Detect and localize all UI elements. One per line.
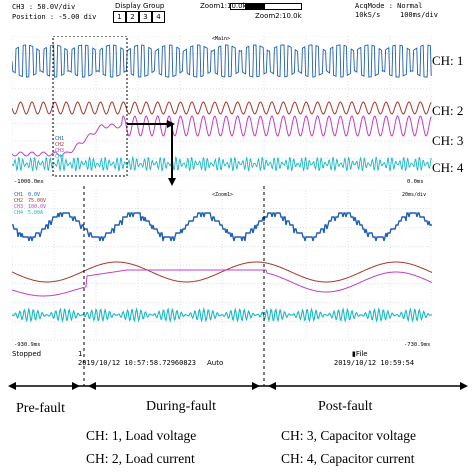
legend-ch3: CH: 3, Capacitor voltage (281, 428, 416, 443)
group-2-button[interactable]: 2 (126, 11, 139, 23)
group-4-button[interactable]: 4 (152, 11, 165, 23)
zoom-ch4-trace (12, 306, 432, 324)
zoom-waveform-screen: <Zoom1> 20ms/div CH1 CH2 CH3 CH4 0.0V 75… (12, 190, 432, 348)
file-indicator: ▮File (352, 350, 368, 358)
channel-label-4: CH: 4 (432, 160, 464, 175)
zoom-position-fill (245, 4, 265, 9)
zoom-marker: <Zoom1> (212, 192, 233, 198)
zoom-ch1-trace (12, 212, 432, 242)
legend-ch4: CH: 4, Capacitor current (281, 451, 415, 466)
timebase: 100ms/div (400, 11, 438, 19)
position-setting: Position : -5.00 div (12, 13, 97, 21)
zoom-value-ch2: 75.00V (28, 198, 46, 204)
zoom2-label: Zoom2:10.0k (255, 12, 302, 20)
zoom-left-time: -930.9ms (14, 342, 41, 348)
file-label: File (355, 350, 368, 358)
main-tag-ch2: CH2 (55, 142, 64, 148)
phase-during-fault: During-fault (146, 399, 216, 414)
zoom-waveforms (12, 212, 432, 324)
group-3-button[interactable]: 3 (139, 11, 152, 23)
zoom-value-ch3: 100.0V (28, 204, 46, 210)
ch3-trace (12, 115, 432, 157)
legend-ch2: CH: 2, Load current (86, 451, 195, 466)
channel-label-3: CH: 3 (432, 133, 464, 148)
divider-arrow-icon (88, 382, 96, 390)
main-tag-ch1: CH1 (55, 136, 64, 142)
file-icon: ▮ (352, 350, 356, 358)
main-tag-ch4: CH4 (55, 154, 64, 160)
zoom-ch2-trace (12, 261, 432, 283)
phase-pre-fault: Pre-fault (16, 401, 65, 416)
zoom-arrow (127, 120, 176, 186)
zoom-value-ch1: 0.0V (28, 192, 40, 198)
phase-axis (8, 382, 468, 390)
main-channel-tags: CH1 CH2 CH3 CH4 (55, 136, 64, 160)
main-waveforms (12, 44, 432, 173)
zoom-tag-ch3: CH3 (14, 204, 23, 210)
phase-post-fault: Post-fault (318, 399, 373, 414)
legend-ch1: CH: 1, Load voltage (86, 428, 197, 443)
divider-arrow-icon (252, 382, 260, 390)
end-timestamp: 2019/10/12 10:59:54 (334, 359, 415, 367)
zoom-tag-ch2: CH2 (14, 198, 23, 204)
group-1-button[interactable]: 1 (113, 11, 126, 23)
zoom-ch3-trace (12, 269, 432, 297)
left-arrow-icon (8, 382, 16, 390)
zoom-channel-tags: CH1 CH2 CH3 CH4 0.0V 75.00V 100.0V 5.00A (14, 192, 46, 216)
phase-dividers (83, 186, 265, 386)
main-tag-ch3: CH3 (55, 148, 64, 154)
main-left-time: -1000.0ms (14, 179, 44, 185)
zoom-scale: 20ms/div (402, 192, 426, 198)
right-arrow-icon (460, 382, 468, 390)
zoom-window-box[interactable] (52, 36, 128, 177)
run-state: Stopped (12, 350, 42, 358)
display-group-label: Display Group (115, 2, 165, 10)
zoom-value-ch4: 5.00A (28, 210, 43, 216)
zoom-right-time: -730.9ms (404, 342, 431, 348)
sample-rate: 10kS/s (355, 11, 381, 19)
zoom1-label: Zoom1:10.0k (200, 2, 247, 10)
channel-setting: CH3 : 50.0V/div (12, 3, 76, 11)
main-marker: <Main> (212, 36, 230, 42)
channel-label-2: CH: 2 (432, 103, 464, 118)
ch4-trace (12, 155, 432, 173)
scope-header: CH3 : 50.0V/div Position : -5.00 div Dis… (0, 0, 474, 36)
status-bar: Stopped 1 2019/10/12 10:57:58.72960823 A… (12, 348, 432, 374)
acq-mode: AcqMode : Normal (355, 2, 423, 10)
page-number: 1 (78, 350, 83, 358)
divider-arrow-icon (268, 382, 276, 390)
main-waveform-screen: <Main> CH1 CH2 CH3 CH4 -1000.0ms 0.0ms (12, 36, 432, 186)
main-right-time: 0.0ms (407, 179, 424, 185)
zoom-position-bar[interactable] (230, 3, 302, 10)
zoom-tag-ch4: CH4 (14, 210, 23, 216)
zoom-tag-ch1: CH1 (14, 192, 23, 198)
divider-arrow-icon (72, 382, 80, 390)
start-timestamp: 2019/10/12 10:57:58.72960823 (78, 359, 197, 367)
ch1-trace (12, 44, 432, 78)
channel-label-1: CH: 1 (432, 53, 464, 68)
trigger-mode: Auto (207, 359, 224, 367)
ch2-trace (12, 101, 432, 115)
